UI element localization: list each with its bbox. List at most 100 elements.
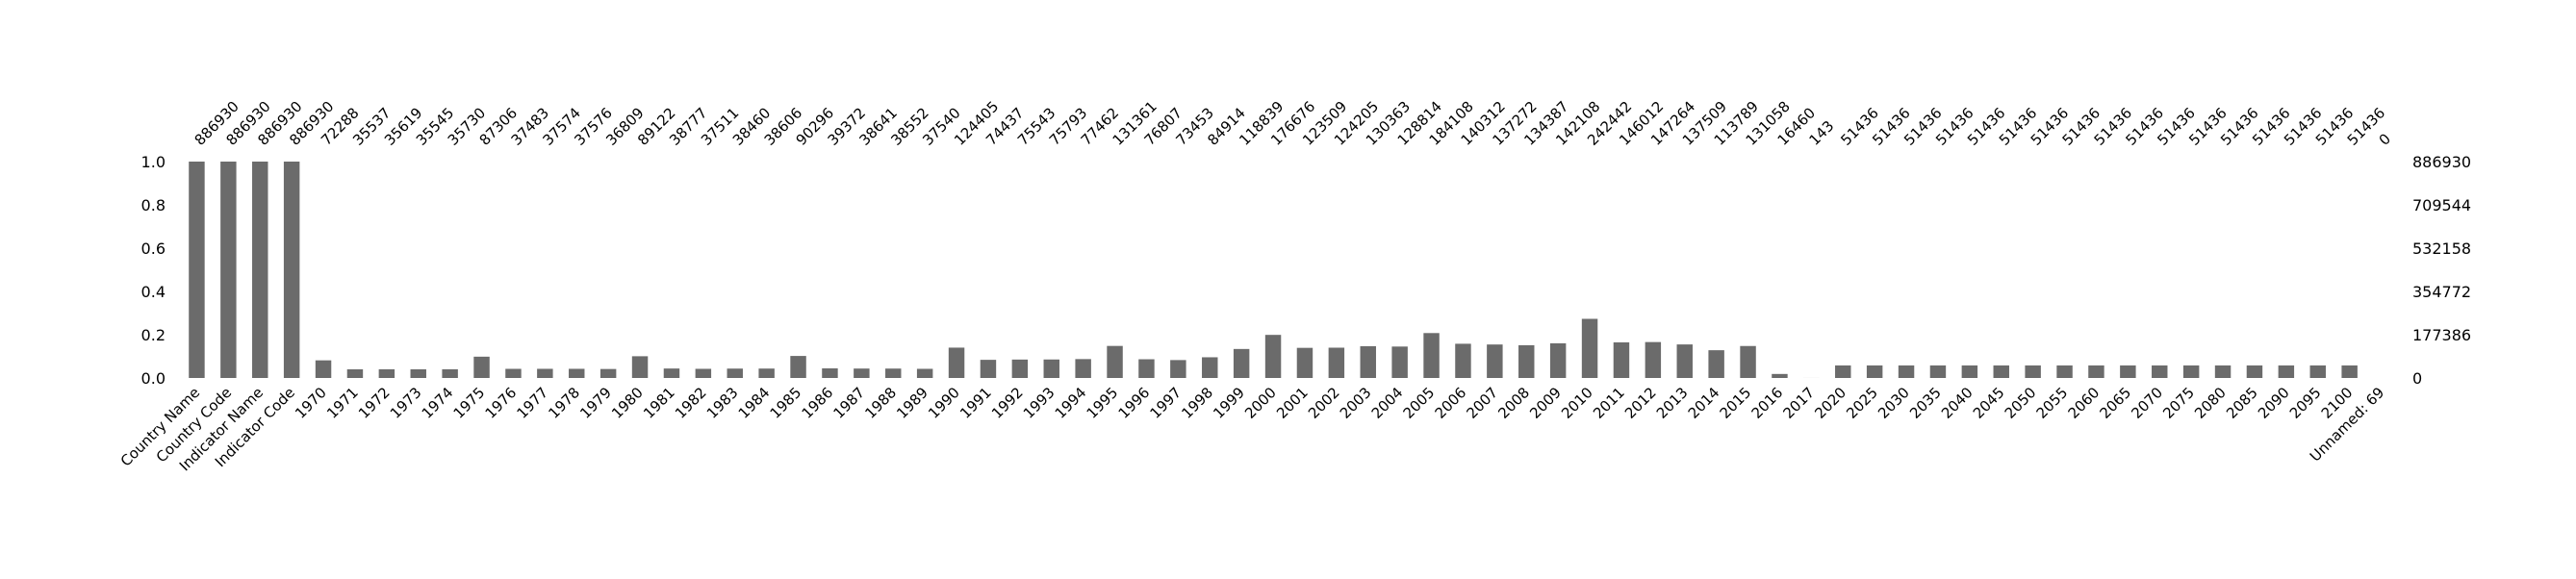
- bar-67: [2309, 365, 2326, 378]
- bar-2: [252, 162, 268, 378]
- bar-50: [1772, 373, 1788, 378]
- category-label-29: 1995: [1084, 384, 1122, 422]
- left-tick-1: 0.2: [141, 326, 166, 344]
- bar-17: [727, 368, 743, 378]
- category-label-22: 1988: [861, 384, 900, 422]
- bar-40: [1455, 343, 1471, 378]
- category-label-28: 1994: [1052, 384, 1090, 422]
- left-tick-3: 0.6: [141, 239, 166, 258]
- category-label-49: 2015: [1717, 384, 1755, 422]
- category-label-30: 1996: [1115, 384, 1154, 422]
- bar-61: [2120, 365, 2136, 378]
- bars-group: [189, 162, 2358, 378]
- category-label-48: 2014: [1685, 384, 1723, 422]
- bar-59: [2056, 365, 2073, 378]
- left-tick-0: 0.0: [141, 369, 166, 388]
- bar-42: [1518, 344, 1535, 378]
- bar-5: [346, 368, 364, 378]
- left-tick-4: 0.8: [141, 196, 166, 214]
- category-label-47: 2013: [1653, 384, 1692, 422]
- category-label-39: 2005: [1400, 384, 1439, 422]
- bar-8: [442, 368, 458, 378]
- category-label-65: 2085: [2223, 384, 2261, 422]
- bar-7: [410, 368, 426, 378]
- category-label-57: 2045: [1970, 384, 2008, 422]
- bar-34: [1264, 335, 1282, 378]
- left-tick-2: 0.4: [141, 283, 166, 301]
- bar-41: [1487, 344, 1503, 378]
- category-label-41: 2007: [1463, 384, 1501, 422]
- bar-62: [2152, 365, 2168, 378]
- bar-12: [569, 368, 585, 378]
- category-label-42: 2008: [1494, 384, 1533, 422]
- right-tick-4: 709544: [2412, 196, 2471, 214]
- category-label-53: 2025: [1843, 384, 1881, 422]
- bar-66: [2278, 365, 2295, 378]
- category-label-35: 2001: [1273, 384, 1312, 422]
- bar-43: [1549, 342, 1567, 378]
- bar-35: [1296, 347, 1314, 378]
- category-label-16: 1982: [672, 384, 710, 422]
- right-tick-1: 177386: [2412, 326, 2471, 344]
- bar-24: [948, 347, 965, 378]
- category-label-5: 1971: [323, 384, 362, 422]
- bar-46: [1645, 341, 1662, 378]
- bar-1: [220, 162, 237, 378]
- bar-64: [2214, 365, 2232, 378]
- category-label-66: 2090: [2255, 384, 2293, 422]
- category-label-20: 1986: [799, 384, 837, 422]
- bar-26: [1011, 359, 1029, 378]
- category-label-23: 1989: [893, 384, 931, 422]
- bar-54: [1898, 365, 1915, 378]
- category-label-11: 1977: [513, 384, 551, 422]
- bar-11: [537, 368, 553, 378]
- bar-19: [790, 356, 806, 378]
- left-y-axis: 0.0 0.2 0.4 0.6 0.8 1.0: [141, 153, 166, 388]
- category-label-58: 2050: [2002, 384, 2040, 422]
- bar-16: [695, 368, 712, 378]
- category-label-45: 2011: [1590, 384, 1628, 422]
- right-tick-5: 886930: [2412, 153, 2471, 171]
- top-count-labels: 8869308869308869308869307228835537356193…: [191, 98, 2395, 149]
- bar-13: [599, 368, 617, 378]
- right-y-axis: 0 177386 354772 532158 709544 886930: [2412, 153, 2471, 388]
- category-label-12: 1978: [545, 384, 583, 422]
- bar-14: [631, 356, 649, 378]
- category-label-17: 1983: [703, 384, 742, 422]
- bar-56: [1961, 365, 1978, 378]
- bar-28: [1075, 359, 1091, 378]
- bar-10: [505, 368, 522, 378]
- bar-4: [315, 360, 332, 378]
- category-label-13: 1979: [576, 384, 615, 422]
- category-label-51: 2017: [1779, 384, 1818, 422]
- category-label-14: 1980: [608, 384, 647, 422]
- category-label-44: 2010: [1558, 384, 1596, 422]
- bar-3: [283, 162, 300, 378]
- bar-48: [1708, 350, 1724, 378]
- category-label-55: 2035: [1906, 384, 1945, 422]
- category-label-4: 1970: [292, 384, 330, 422]
- left-tick-5: 1.0: [141, 153, 166, 171]
- category-label-32: 1998: [1178, 384, 1216, 422]
- bar-30: [1138, 359, 1155, 378]
- bar-49: [1740, 345, 1756, 378]
- bar-68: [2341, 365, 2358, 378]
- right-tick-0: 0: [2412, 369, 2422, 388]
- bar-23: [916, 368, 933, 378]
- category-label-18: 1984: [735, 384, 774, 422]
- category-label-7: 1973: [387, 384, 425, 422]
- category-label-8: 1974: [419, 384, 457, 422]
- bar-20: [822, 368, 838, 378]
- category-label-27: 1993: [1020, 384, 1058, 422]
- category-label-40: 2006: [1432, 384, 1470, 422]
- bar-25: [980, 360, 997, 378]
- bar-33: [1233, 348, 1250, 378]
- bar-9: [473, 356, 490, 378]
- category-label-37: 2003: [1337, 384, 1375, 422]
- right-tick-2: 354772: [2412, 283, 2471, 301]
- category-label-25: 1991: [956, 384, 995, 422]
- category-label-19: 1985: [767, 384, 805, 422]
- bar-65: [2246, 365, 2263, 378]
- category-label-60: 2060: [2065, 384, 2104, 422]
